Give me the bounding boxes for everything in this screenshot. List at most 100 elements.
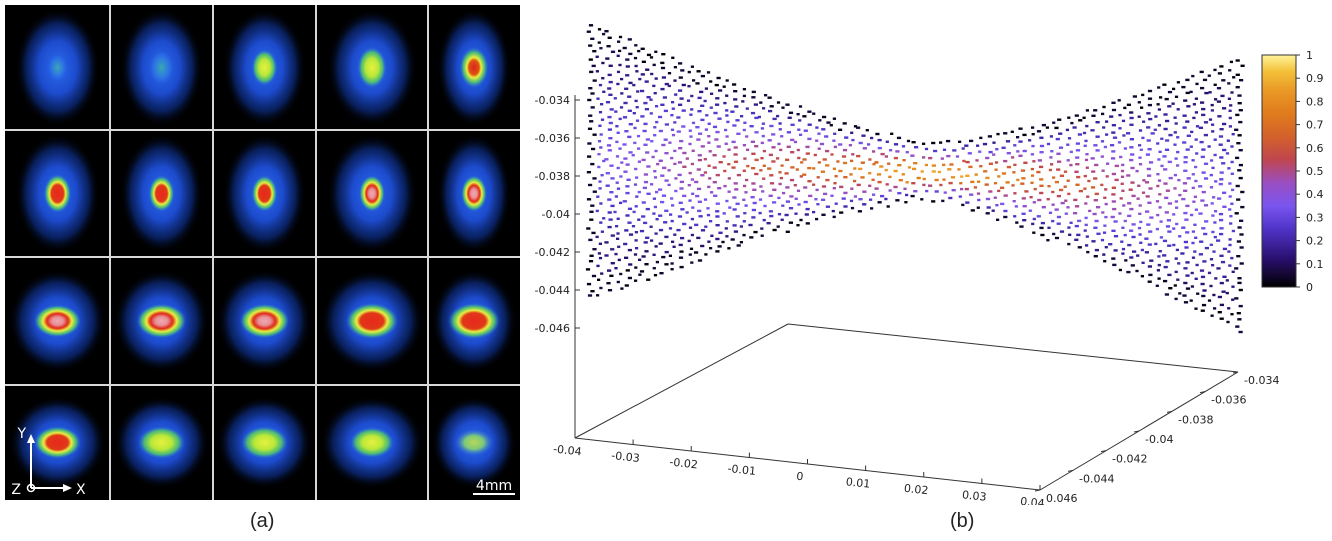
scatter-point	[626, 178, 631, 181]
scatter-point	[822, 158, 827, 161]
z-tick-label: -0.04	[542, 208, 570, 221]
scatter-point	[912, 167, 917, 171]
scatter-point	[1212, 250, 1216, 253]
scatter-point	[743, 212, 747, 215]
scatter-point	[1083, 174, 1087, 178]
scatter-point	[615, 225, 619, 228]
scatter-point	[1153, 128, 1157, 131]
scatter-point	[609, 108, 614, 111]
scatter-point	[1168, 287, 1173, 290]
scatter-point	[897, 164, 902, 167]
scatter-point	[751, 90, 756, 94]
scatter-point	[1238, 288, 1243, 292]
scatter-point	[716, 76, 721, 80]
scatter-point	[830, 153, 834, 156]
scatter-point	[1114, 164, 1119, 168]
scatter-point	[1201, 294, 1206, 298]
scatter-point	[1105, 120, 1109, 123]
scatter-point	[733, 160, 739, 163]
scatter-point	[1101, 169, 1105, 172]
scatter-point	[1139, 220, 1143, 224]
scatter-point	[832, 215, 836, 219]
scatter-point	[1127, 243, 1132, 247]
scatter-point	[678, 256, 684, 259]
scatter-point	[660, 87, 665, 91]
scatter-point	[586, 227, 591, 230]
scatter-point	[752, 201, 757, 205]
scatter-point	[1168, 176, 1173, 180]
scatter-point	[1126, 132, 1131, 135]
scatter-point	[1239, 219, 1244, 222]
scatter-point	[1111, 229, 1116, 232]
scatter-point	[745, 107, 749, 110]
scatter-point	[670, 114, 674, 117]
scatter-point	[913, 190, 918, 193]
scatter-point	[672, 245, 676, 248]
scatter-point	[649, 98, 653, 101]
scatter-point	[829, 124, 833, 127]
scatter-point	[599, 133, 603, 136]
scatter-point	[1213, 221, 1217, 224]
scatter-point	[826, 121, 831, 124]
scatter-point	[848, 144, 852, 147]
scatter-point	[1036, 170, 1041, 174]
scatter-point	[628, 81, 633, 85]
colorbar-tick-label: 0.4	[1306, 188, 1324, 201]
scatter-point	[832, 117, 836, 120]
scatter-point	[1130, 264, 1135, 267]
scatter-point	[627, 207, 633, 210]
scatter-point	[660, 66, 666, 70]
scatter-point	[697, 259, 703, 262]
scatter-point	[767, 96, 772, 99]
scatter-point	[716, 145, 721, 148]
scatter-point	[1129, 138, 1134, 141]
scatter-point	[790, 151, 795, 154]
scatter-point	[645, 138, 650, 141]
scatter-point	[650, 140, 654, 143]
scatter-point	[1010, 130, 1014, 133]
scatter-point	[1100, 238, 1105, 242]
scatter-point	[772, 117, 777, 121]
scatter-point	[635, 119, 640, 122]
beam-spot	[114, 269, 209, 373]
scatter-point	[1154, 242, 1158, 246]
scatter-point	[697, 158, 702, 162]
scatter-point	[1191, 230, 1195, 233]
scatter-point	[674, 93, 678, 96]
scatter-point	[1173, 116, 1177, 119]
scatter-point	[884, 197, 888, 201]
scatter-point	[673, 149, 677, 153]
scatter-point	[1121, 119, 1126, 123]
scatter-point	[960, 187, 964, 191]
scatter-point	[695, 82, 700, 85]
scatter-point	[700, 74, 705, 78]
scatter-point	[709, 220, 713, 223]
scatter-point	[825, 178, 830, 182]
scatter-point	[1084, 139, 1088, 143]
scatter-point	[670, 219, 674, 223]
scatter-point	[682, 194, 687, 198]
scatter-point	[1174, 270, 1178, 274]
scatter-point	[592, 133, 597, 136]
scatter-point	[1164, 196, 1169, 200]
scatter-point	[1013, 163, 1017, 167]
scatter-point	[1102, 253, 1106, 256]
scatter-point	[639, 270, 645, 273]
scatter-point	[1149, 259, 1154, 262]
scatter-point	[1195, 263, 1199, 267]
scatter-point	[1082, 116, 1086, 119]
scatter-point	[740, 115, 744, 118]
scatter-point	[896, 136, 902, 140]
scatter-point	[1193, 223, 1197, 226]
scatter-point	[1138, 233, 1142, 236]
scatter-point	[727, 163, 731, 166]
scatter-point	[964, 144, 969, 147]
scatter-point	[616, 70, 621, 74]
scatter-point	[955, 155, 960, 158]
scatter-point	[1178, 292, 1182, 295]
scatter-point	[851, 153, 855, 156]
scatter-point	[973, 186, 977, 189]
scatter-point	[1237, 169, 1242, 172]
scatter-point	[725, 109, 729, 112]
scatter-point	[860, 176, 865, 179]
